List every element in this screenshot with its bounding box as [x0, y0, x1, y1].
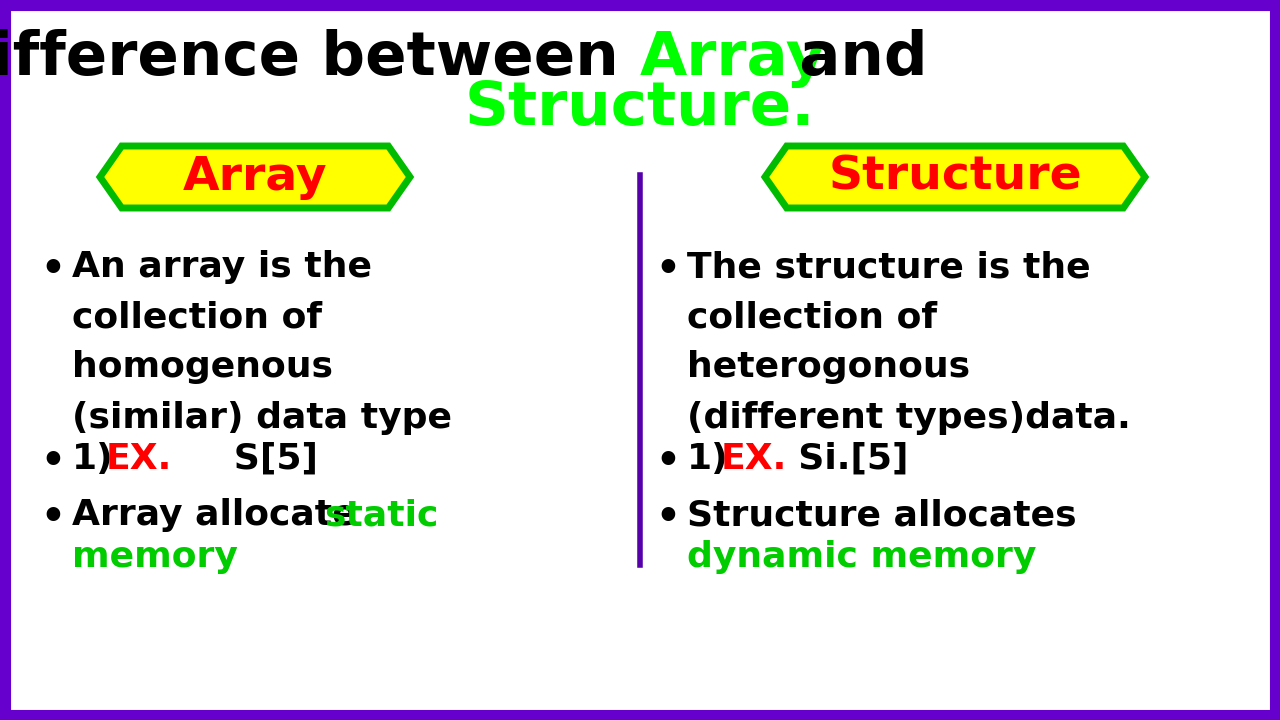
Text: EX.: EX. [721, 442, 787, 476]
Text: Array allocate: Array allocate [72, 498, 369, 532]
Text: An array is the
collection of
homogenous
(similar) data type: An array is the collection of homogenous… [72, 250, 452, 435]
Text: The structure is the
collection of
heterogonous
(different types)data.: The structure is the collection of heter… [687, 250, 1130, 435]
FancyBboxPatch shape [5, 5, 1275, 715]
Text: •: • [655, 250, 680, 288]
Polygon shape [100, 146, 410, 208]
Text: Si.[5]: Si.[5] [773, 442, 909, 476]
Text: •: • [655, 442, 680, 480]
Text: Difference between: Difference between [0, 29, 640, 88]
Text: memory: memory [72, 540, 238, 574]
Text: dynamic memory: dynamic memory [687, 540, 1037, 574]
Text: and: and [778, 29, 928, 88]
Text: •: • [40, 498, 65, 536]
Text: Array: Array [640, 29, 827, 88]
Text: Structure allocates: Structure allocates [687, 498, 1076, 532]
Text: Array: Array [183, 155, 328, 199]
Text: S[5]: S[5] [157, 442, 317, 476]
Text: 1): 1) [687, 442, 728, 476]
Text: •: • [40, 250, 65, 288]
Text: Structure.: Structure. [465, 78, 815, 138]
Text: Structure: Structure [828, 155, 1082, 199]
Text: EX.: EX. [106, 442, 173, 476]
Text: •: • [655, 498, 680, 536]
Text: •: • [40, 442, 65, 480]
Text: 1): 1) [72, 442, 114, 476]
Polygon shape [765, 146, 1146, 208]
Text: static: static [324, 498, 438, 532]
